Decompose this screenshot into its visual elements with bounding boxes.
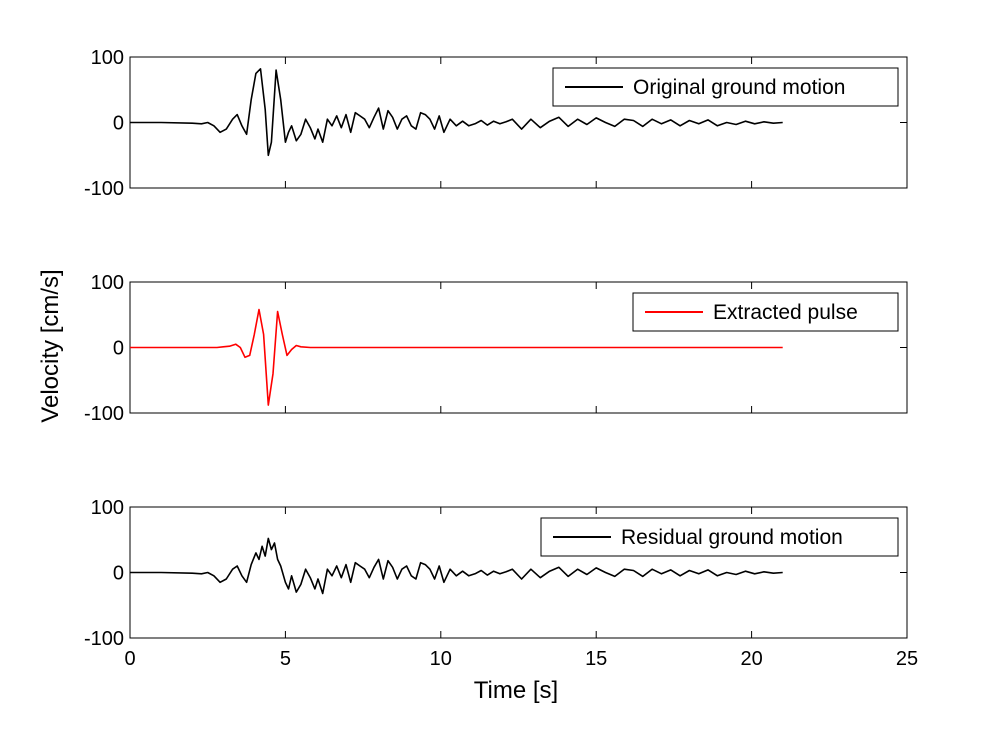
subplot-2: 100 0 -100 Extracted pulse — [84, 272, 908, 425]
series-line-2 — [130, 308, 783, 406]
x-axis-label: Time [s] — [474, 677, 558, 704]
y-tick-label: 0 — [113, 563, 124, 585]
y-tick-label: -100 — [84, 628, 124, 650]
y-tick-label: 100 — [91, 497, 124, 519]
series-line-1 — [130, 68, 783, 157]
x-tick-label: 10 — [430, 648, 452, 670]
subplot-1: 100 0 -100 Original ground motion — [84, 47, 908, 200]
legend-label: Original ground motion — [633, 76, 845, 99]
x-tick-label: 5 — [280, 648, 291, 670]
legend-label: Residual ground motion — [621, 526, 843, 549]
x-tick-label: 25 — [896, 648, 918, 670]
y-axis-label: Velocity [cm/s] — [37, 269, 64, 422]
y-tick-label: 0 — [113, 338, 124, 360]
x-tick-label: 20 — [740, 648, 762, 670]
series-line-3 — [130, 537, 783, 595]
y-tick-label: -100 — [84, 178, 124, 200]
x-tick-label: 15 — [585, 648, 607, 670]
legend: Residual ground motion — [540, 517, 899, 557]
x-tick-label: 0 — [124, 648, 135, 670]
legend: Original ground motion — [552, 67, 899, 107]
legend-label: Extracted pulse — [713, 301, 858, 324]
y-tick-label: 100 — [91, 47, 124, 69]
y-tick-label: 0 — [113, 113, 124, 135]
y-tick-label: 100 — [91, 272, 124, 294]
legend: Extracted pulse — [632, 292, 899, 332]
y-tick-label: -100 — [84, 403, 124, 425]
